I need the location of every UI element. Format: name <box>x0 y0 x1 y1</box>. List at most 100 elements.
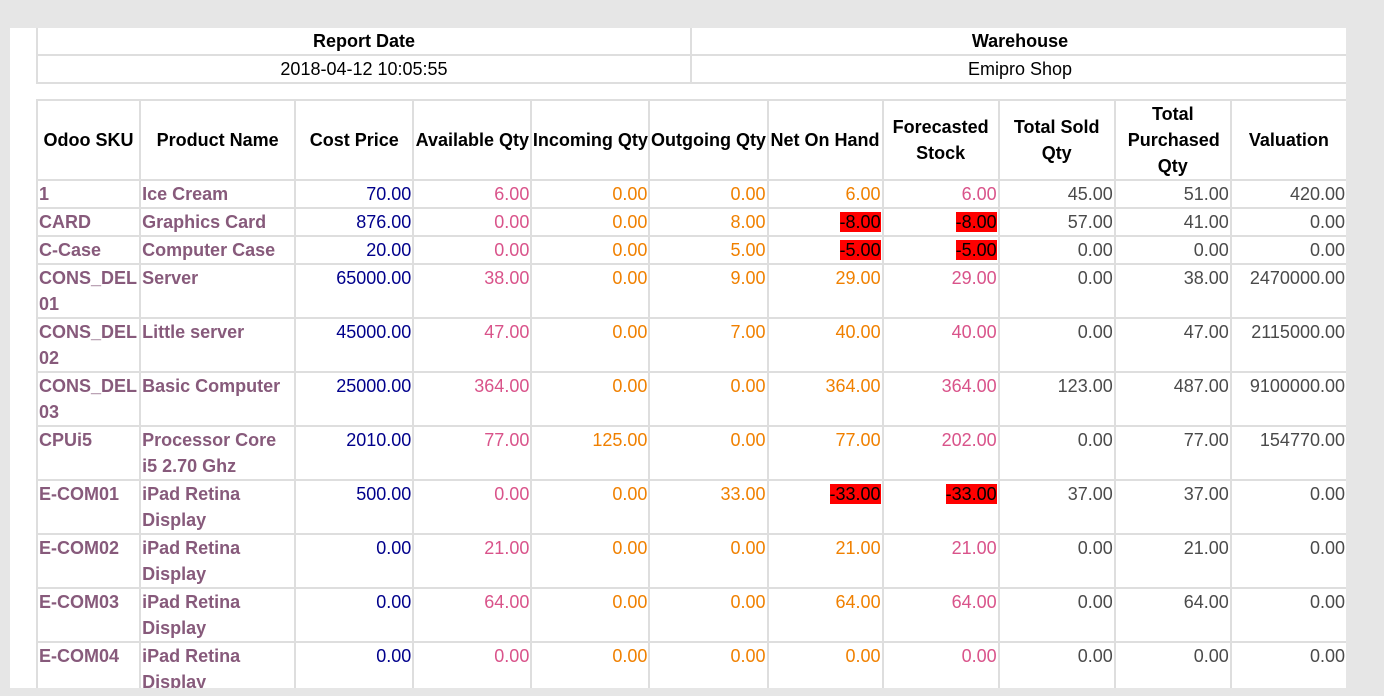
net-on-hand-cell: 21.00 <box>766 533 884 589</box>
sku-cell: E-COM04 <box>35 641 142 688</box>
cost-price-cell: 20.00 <box>294 235 415 265</box>
cost-price-cell: 500.00 <box>294 479 415 535</box>
incoming-qty-cell: 0.00 <box>530 235 651 265</box>
sku-cell: C-Case <box>35 235 142 265</box>
forecasted-stock-cell: -8.00 <box>881 207 1000 237</box>
outgoing-qty-cell: 0.00 <box>648 641 769 688</box>
cost-price-cell: 2010.00 <box>294 425 415 481</box>
cost-price-cell: 0.00 <box>294 641 415 688</box>
qty-value: 21.00 <box>835 538 881 558</box>
sku-cell: CONS_DEL 02 <box>35 317 142 373</box>
total-purchased-qty-cell: 21.00 <box>1113 533 1232 589</box>
product-name-cell: Graphics Card <box>139 207 297 237</box>
cost-price-cell: 0.00 <box>294 587 415 643</box>
forecasted-stock-cell: -33.00 <box>881 479 1000 535</box>
qty-value: 202.00 <box>941 430 997 450</box>
incoming-qty-cell: 0.00 <box>530 317 651 373</box>
available-qty-cell: 0.00 <box>412 207 533 237</box>
available-qty-cell: 364.00 <box>412 371 533 427</box>
qty-value: 29.00 <box>835 268 881 288</box>
table-row: C-Case Computer Case 20.00 0.00 0.00 5.00 -5.0… <box>35 235 1346 265</box>
column-header-valuation: Valuation <box>1229 99 1346 181</box>
available-qty-cell: 77.00 <box>412 425 533 481</box>
incoming-qty-cell: 0.00 <box>530 207 651 237</box>
net-on-hand-cell: -5.00 <box>766 235 884 265</box>
incoming-qty-cell: 0.00 <box>530 179 651 209</box>
product-name-cell: iPad Retina Display <box>139 479 297 535</box>
incoming-qty-cell: 0.00 <box>530 479 651 535</box>
qty-value: -5.00 <box>955 240 997 260</box>
qty-value: -33.00 <box>945 484 997 504</box>
cost-price-cell: 45000.00 <box>294 317 415 373</box>
available-qty-cell: 0.00 <box>412 479 533 535</box>
net-on-hand-cell: -8.00 <box>766 207 884 237</box>
table-row: CONS_DEL 03 Basic Computer 25000.00 364.00 0… <box>35 371 1346 427</box>
qty-value: -5.00 <box>839 240 881 260</box>
outgoing-qty-cell: 0.00 <box>648 371 769 427</box>
total-purchased-qty-cell: 77.00 <box>1113 425 1232 481</box>
total-sold-qty-cell: 0.00 <box>997 235 1116 265</box>
forecasted-stock-cell: 6.00 <box>881 179 1000 209</box>
total-purchased-qty-cell: 47.00 <box>1113 317 1232 373</box>
qty-value: 364.00 <box>941 376 997 396</box>
column-header-sku: Odoo SKU <box>35 99 142 181</box>
forecasted-stock-cell: 202.00 <box>881 425 1000 481</box>
warehouse-value: Emipro Shop <box>690 54 1346 84</box>
outgoing-qty-cell: 0.00 <box>648 179 769 209</box>
cost-price-cell: 70.00 <box>294 179 415 209</box>
product-name-cell: Ice Cream <box>139 179 297 209</box>
total-sold-qty-cell: 45.00 <box>997 179 1116 209</box>
total-purchased-qty-cell: 0.00 <box>1113 641 1232 688</box>
incoming-qty-cell: 0.00 <box>530 587 651 643</box>
net-on-hand-cell: 29.00 <box>766 263 884 319</box>
sku-cell: 1 <box>35 179 142 209</box>
product-name-cell: Server <box>139 263 297 319</box>
qty-value: 40.00 <box>951 322 997 342</box>
valuation-cell: 0.00 <box>1229 587 1346 643</box>
table-row: E-COM01 iPad Retina Display 500.00 0.00 0.00… <box>35 479 1346 535</box>
table-row: CPUi5 Processor Core i5 2.70 Ghz 2010.00 77… <box>35 425 1346 481</box>
total-sold-qty-cell: 0.00 <box>997 425 1116 481</box>
incoming-qty-cell: 0.00 <box>530 533 651 589</box>
product-name-cell: Computer Case <box>139 235 297 265</box>
qty-value: 6.00 <box>845 184 881 204</box>
outgoing-qty-cell: 5.00 <box>648 235 769 265</box>
product-name-cell: Basic Computer <box>139 371 297 427</box>
report-info-table: Report Date Warehouse 2018-04-12 10:05:5… <box>36 28 1346 84</box>
product-name-cell: iPad Retina Display <box>139 641 297 688</box>
column-header-total-sold-qty: Total Sold Qty <box>997 99 1116 181</box>
outgoing-qty-cell: 0.00 <box>648 425 769 481</box>
inventory-table: Odoo SKU Product Name Cost Price Availab… <box>35 99 1346 688</box>
forecasted-stock-cell: 40.00 <box>881 317 1000 373</box>
total-purchased-qty-cell: 487.00 <box>1113 371 1232 427</box>
valuation-cell: 9100000.00 <box>1229 371 1346 427</box>
qty-value: -8.00 <box>839 212 881 232</box>
forecasted-stock-cell: 64.00 <box>881 587 1000 643</box>
qty-value: 40.00 <box>835 322 881 342</box>
incoming-qty-cell: 125.00 <box>530 425 651 481</box>
qty-value: 0.00 <box>845 646 881 666</box>
total-sold-qty-cell: 57.00 <box>997 207 1116 237</box>
total-sold-qty-cell: 0.00 <box>997 587 1116 643</box>
forecasted-stock-cell: 0.00 <box>881 641 1000 688</box>
net-on-hand-cell: 77.00 <box>766 425 884 481</box>
outgoing-qty-cell: 9.00 <box>648 263 769 319</box>
cost-price-cell: 65000.00 <box>294 263 415 319</box>
column-header-outgoing-qty: Outgoing Qty <box>648 99 769 181</box>
sku-cell: CPUi5 <box>35 425 142 481</box>
sku-cell: CONS_DEL 01 <box>35 263 142 319</box>
incoming-qty-cell: 0.00 <box>530 641 651 688</box>
sku-cell: CARD <box>35 207 142 237</box>
net-on-hand-cell: 364.00 <box>766 371 884 427</box>
total-sold-qty-cell: 0.00 <box>997 533 1116 589</box>
qty-value: 6.00 <box>961 184 997 204</box>
net-on-hand-cell: 6.00 <box>766 179 884 209</box>
net-on-hand-cell: 64.00 <box>766 587 884 643</box>
total-purchased-qty-cell: 64.00 <box>1113 587 1232 643</box>
qty-value: 0.00 <box>961 646 997 666</box>
total-sold-qty-cell: 0.00 <box>997 641 1116 688</box>
valuation-cell: 2115000.00 <box>1229 317 1346 373</box>
forecasted-stock-cell: 21.00 <box>881 533 1000 589</box>
total-purchased-qty-cell: 38.00 <box>1113 263 1232 319</box>
incoming-qty-cell: 0.00 <box>530 371 651 427</box>
